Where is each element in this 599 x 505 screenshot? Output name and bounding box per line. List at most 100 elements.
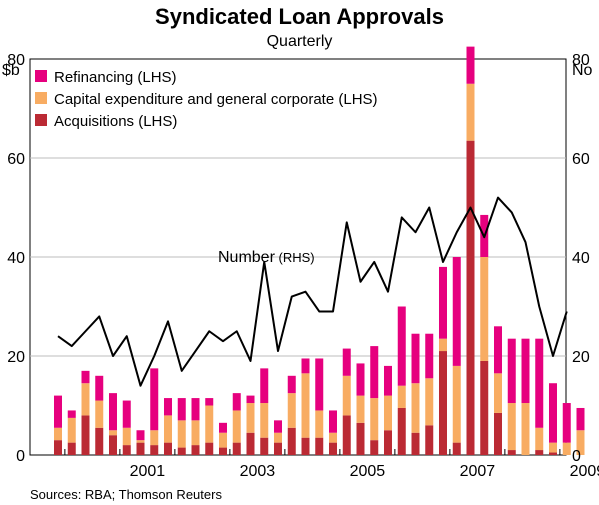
refinancing-bar [274,420,282,433]
capex-bar [274,432,282,443]
acquisitions-bar [54,440,62,455]
refinancing-bar [342,348,351,376]
acquisitions-bar [301,437,310,455]
y-right-tick-label: 80 [572,52,590,69]
x-tick-label: 2005 [350,463,386,480]
refinancing-bar [219,422,227,433]
refinancing-bar [521,338,530,404]
capex-bar [452,365,461,443]
acquisitions-bar [287,427,296,455]
y-left-tick-label: 40 [7,250,25,267]
acquisitions-bar [150,445,159,455]
y-right-tick-label: 60 [572,151,590,168]
acquisitions-bar [549,452,557,455]
x-tick-label: 2007 [460,463,496,480]
refinancing-bar [397,306,406,386]
capex-bar [301,373,310,438]
acquisitions-bar [232,442,241,455]
refinancing-bar [329,410,337,433]
refinancing-bar [191,398,200,421]
acquisitions-bar [397,407,406,455]
acquisitions-bar [535,450,544,455]
acquisitions-bar [370,440,379,455]
capex-bar [494,373,502,413]
capex-bar [356,395,365,423]
acquisitions-bar [425,425,434,455]
y-left-tick-label: 20 [7,349,25,366]
y-right-tick-label: 20 [572,349,590,366]
refinancing-bar [122,400,131,428]
capex-bar [260,403,269,438]
capex-bar [480,257,489,361]
capex-bar [439,338,447,352]
capex-bar [232,410,241,443]
refinancing-bar [356,363,365,396]
capex-bar [205,405,214,443]
refinancing-bar [287,375,296,394]
refinancing-bar [260,368,269,404]
y-right-tick-label: 40 [572,250,590,267]
capex-bar [384,395,392,431]
acquisitions-bar [122,445,131,455]
capex-bar [109,430,117,436]
capex-bar [507,403,516,451]
capex-bar [81,383,90,416]
refinancing-bar [452,257,461,366]
acquisitions-bar [164,442,172,455]
right-axis-unit: No [572,62,593,79]
capex-bar [287,393,296,428]
refinancing-bar [466,46,475,84]
refinancing-bar [562,403,571,443]
acquisitions-bar [342,415,351,455]
refinancing-bar [439,266,447,339]
refinancing-bar [150,368,159,431]
refinancing-bar [95,375,104,401]
capex-bar [191,420,200,446]
refinancing-bar [54,395,62,428]
capex-bar [246,403,255,433]
capex-bar [370,398,379,441]
x-tick-label: 2009 [570,463,599,480]
refinancing-bar [205,398,214,406]
acquisitions-bar [260,437,269,455]
capex-bar [315,410,324,438]
refinancing-bar [411,333,420,384]
refinancing-bar [384,365,392,396]
refinancing-bar [177,398,186,421]
acquisitions-bar [356,422,365,455]
refinancing-bar [81,370,90,384]
x-tick-label: 2001 [130,463,166,480]
capex-bar [562,442,571,455]
capex-bar [425,378,434,426]
refinancing-bar [425,333,434,379]
acquisitions-bar [384,430,392,455]
acquisitions-bar [205,442,214,455]
acquisitions-bar [452,442,461,455]
refinancing-bar [549,383,557,443]
capex-bar [177,420,186,448]
acquisitions-bar [494,412,502,455]
legend-swatch-capex [35,92,47,104]
capex-bar [535,427,544,451]
capex-bar [136,440,145,443]
capex-bar [219,432,227,448]
acquisitions-bar [81,415,90,455]
number-line [57,196,568,387]
refinancing-bar [109,393,117,431]
x-tick-label: 2003 [240,463,276,480]
capex-bar [122,427,131,446]
acquisitions-bar [95,427,104,455]
capex-bar [549,442,557,453]
acquisitions-bar [274,442,282,455]
capex-bar [329,432,337,443]
acquisitions-bar [411,432,420,455]
refinancing-bar [164,398,172,416]
acquisitions-bar [507,450,516,455]
source-note: Sources: RBA; Thomson Reuters [30,487,222,502]
chart-subtitle: Quarterly [267,33,333,50]
refinancing-bar [136,430,145,441]
refinancing-bar [535,338,544,428]
acquisitions-bar [67,442,76,455]
legend-swatch-refinancing [35,70,47,82]
